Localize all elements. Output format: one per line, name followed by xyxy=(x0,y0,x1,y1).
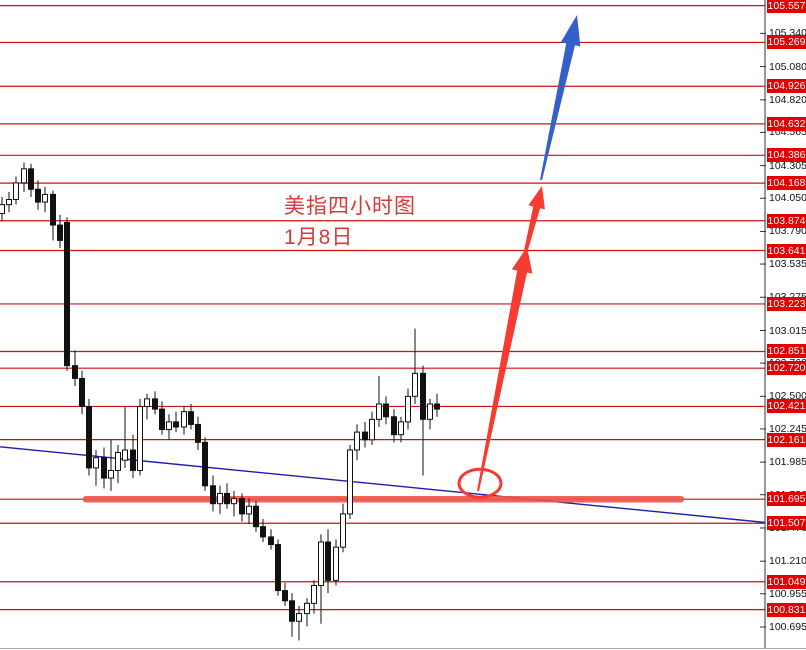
candle-bullish xyxy=(144,398,150,408)
candle-bearish xyxy=(239,498,245,515)
candle-bearish xyxy=(28,168,34,190)
candle-bearish xyxy=(159,408,165,431)
candle-bearish xyxy=(130,449,136,471)
candle-bearish xyxy=(57,224,63,241)
candle-bearish xyxy=(289,600,295,622)
candle-bearish xyxy=(86,406,92,469)
candle-bullish xyxy=(318,541,324,586)
chart-annotation: 美指四小时图 1月8日 xyxy=(284,191,416,253)
breakout-ellipse xyxy=(457,467,503,499)
candle-bearish xyxy=(260,526,266,538)
projection-arrow-blue xyxy=(540,15,581,181)
candle-bearish xyxy=(434,403,440,410)
candle-bullish xyxy=(340,513,346,548)
candle-bullish xyxy=(376,403,382,420)
candle-bearish xyxy=(188,411,194,425)
candle-bearish xyxy=(195,423,201,443)
projection-arrow-red xyxy=(522,186,545,259)
candle-bullish xyxy=(412,372,418,397)
candle-bearish xyxy=(64,222,70,367)
candle-bullish xyxy=(21,168,27,184)
candle-bullish xyxy=(0,204,5,215)
candle-bullish xyxy=(304,602,310,615)
candle-bullish xyxy=(246,505,252,515)
candle-bearish xyxy=(202,441,208,487)
descending-trendline xyxy=(0,446,766,524)
candle-bullish xyxy=(369,418,375,441)
projection-arrow-red xyxy=(477,247,533,492)
candle-bearish xyxy=(362,431,368,441)
candle-bullish xyxy=(354,431,360,451)
candle-bearish xyxy=(173,421,179,428)
candle-bearish xyxy=(101,457,107,479)
candle-bullish xyxy=(93,457,99,469)
candle-bullish xyxy=(217,492,223,505)
candle-bearish xyxy=(275,544,281,592)
candle-bearish xyxy=(253,505,259,528)
candle-bullish xyxy=(231,498,237,505)
candle-bearish xyxy=(79,377,85,408)
candle-bullish xyxy=(405,395,411,423)
candle-bullish xyxy=(42,193,48,203)
candle-bearish xyxy=(72,365,78,379)
candle-bullish xyxy=(427,403,433,420)
candle-bearish xyxy=(152,398,158,410)
candle-bullish xyxy=(115,452,121,471)
candle-bullish xyxy=(398,421,404,436)
candle-bearish xyxy=(210,485,216,505)
candle-bearish xyxy=(383,403,389,418)
candle-bullish xyxy=(311,584,317,604)
candle-bearish xyxy=(282,590,288,602)
candle-bullish xyxy=(6,199,12,206)
candle-bullish xyxy=(108,469,114,479)
candle-bullish xyxy=(333,546,339,581)
candle-bearish xyxy=(391,416,397,436)
candle-bearish xyxy=(268,536,274,546)
candle-bullish xyxy=(181,411,187,428)
candle-bearish xyxy=(325,541,331,581)
candle-bearish xyxy=(50,193,56,226)
annotation-title: 美指四小时图 xyxy=(284,195,416,218)
candle-bearish xyxy=(420,372,426,420)
candle-bullish xyxy=(13,182,19,201)
candle-bullish xyxy=(137,406,143,471)
candle-bullish xyxy=(296,613,302,622)
candle-bullish xyxy=(347,449,353,515)
candle-bullish xyxy=(122,449,128,461)
candle-bullish xyxy=(166,421,172,431)
candle-bearish xyxy=(35,188,41,203)
annotation-date: 1月8日 xyxy=(284,226,354,249)
candle-bearish xyxy=(224,492,230,505)
